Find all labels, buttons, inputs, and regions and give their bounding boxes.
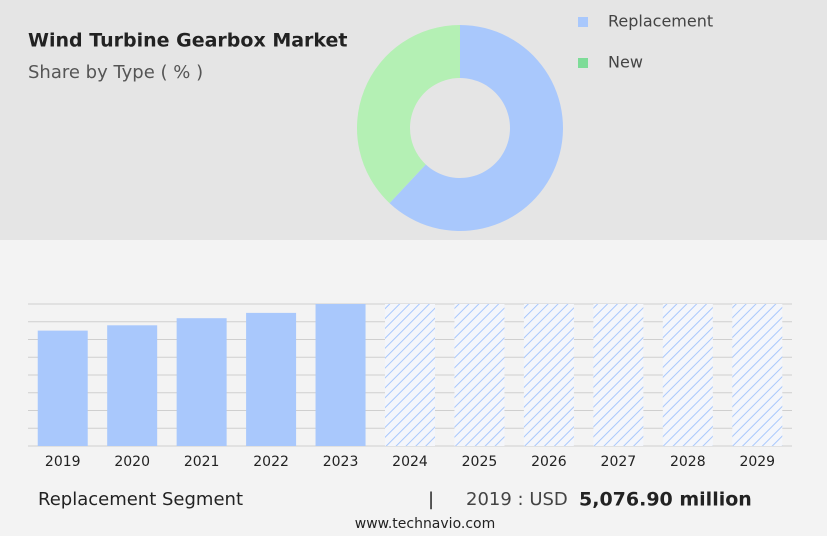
bar: [315, 304, 366, 446]
segment-label: Replacement Segment: [38, 489, 243, 510]
x-tick-label: 2020: [114, 454, 150, 470]
x-tick-label: 2025: [462, 454, 498, 470]
separator: |: [428, 489, 434, 510]
forecast-placeholder: [593, 304, 644, 446]
x-tick-label: 2028: [670, 454, 706, 470]
legend-swatch: [578, 58, 588, 68]
forecast-placeholder: [662, 304, 713, 446]
x-tick-label: 2027: [601, 454, 637, 470]
year-label: 2019 : USD: [466, 489, 568, 510]
forecast-placeholder: [732, 304, 783, 446]
bar: [107, 325, 158, 446]
subtitle: Share by Type ( % ): [28, 62, 203, 83]
forecast-placeholder: [523, 304, 574, 446]
source: www.technavio.com: [355, 516, 496, 532]
legend-swatch: [578, 17, 588, 27]
legend-label: Replacement: [608, 12, 713, 31]
x-tick-label: 2023: [323, 454, 359, 470]
x-tick-label: 2019: [45, 454, 81, 470]
x-tick-label: 2024: [392, 454, 428, 470]
x-tick-label: 2021: [184, 454, 220, 470]
forecast-placeholder: [454, 304, 505, 446]
x-tick-label: 2029: [739, 454, 775, 470]
x-tick-label: 2026: [531, 454, 567, 470]
legend-label: New: [608, 53, 643, 72]
title: Wind Turbine Gearbox Market: [28, 30, 348, 52]
bar: [246, 312, 297, 446]
donut-slice: [356, 25, 460, 204]
segment-value: 5,076.90 million: [579, 489, 752, 511]
donut-slice: [389, 25, 563, 232]
x-tick-label: 2022: [253, 454, 289, 470]
bar: [176, 318, 227, 446]
bar: [37, 330, 88, 446]
forecast-placeholder: [385, 304, 435, 446]
